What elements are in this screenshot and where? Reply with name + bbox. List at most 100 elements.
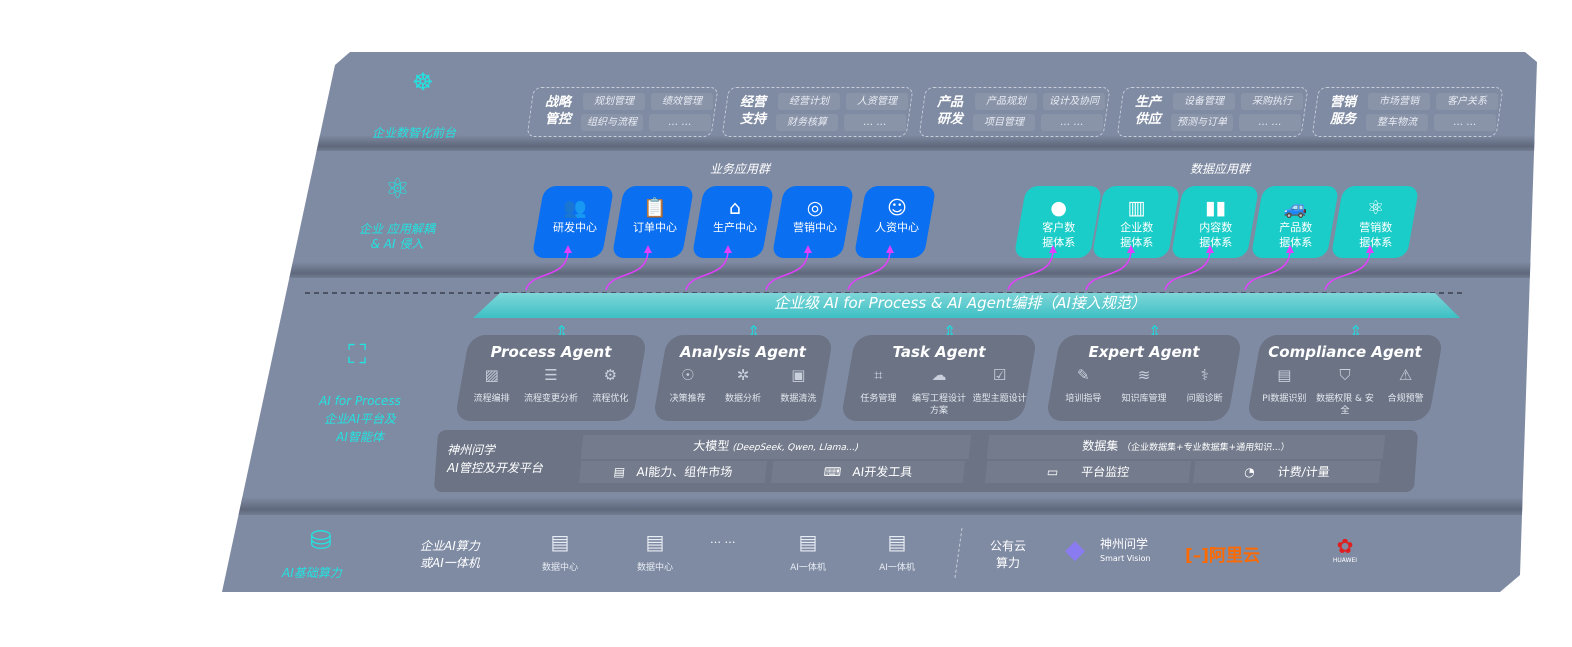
agent-capability[interactable]: ☁ 编写工程设计方案: [909, 366, 969, 417]
server-label: 数据中心: [636, 563, 673, 573]
agent-capability[interactable]: ☑ 造型主题设计: [970, 366, 1030, 405]
checklist-clock-icon: ☑: [992, 366, 1007, 384]
layer-divider: [222, 497, 1537, 515]
layer-divider: [222, 135, 1537, 151]
agent-card[interactable]: Compliance Agent ▤ PI数据识别 ⛉ 数据权限 & 安全 ⚠ 合规预警: [1246, 335, 1444, 421]
capability-label: 流程变更分析: [523, 394, 578, 404]
face-scan-icon: ⛶: [348, 340, 367, 370]
agent-capability[interactable]: ⚙ 流程优化: [580, 366, 640, 405]
label-line: 企业AI算力: [420, 539, 480, 553]
orchestration-title: 企业级 AI for Process & AI Agent编排（AI接入规范）: [774, 294, 1146, 312]
market-label: AI能力、组件市场: [635, 465, 734, 479]
server-icon: ▤: [550, 530, 570, 554]
capability-label: 造型主题设计: [972, 394, 1027, 404]
agent-card[interactable]: Expert Agent ✎ 培训指导 ≋ 知识库管理 ⚕ 问题诊断: [1045, 335, 1243, 421]
layer-label-apps: 企业 应用解耦 & AI 侵入: [352, 222, 442, 252]
optimize-icon: ⚙: [603, 366, 618, 384]
arrow-head: [644, 245, 652, 253]
ellipsis: … …: [710, 533, 736, 546]
agent-capability[interactable]: ⛉ 数据权限 & 安全: [1315, 366, 1375, 417]
monitor-label: 平台监控: [1080, 465, 1130, 479]
agent-inner: Expert Agent ✎ 培训指导 ≋ 知识库管理 ⚕ 问题诊断: [1053, 335, 1235, 421]
agent-card[interactable]: Process Agent ▨ 流程编排 ☰ 流程变更分析 ⚙ 流程优化: [454, 335, 648, 421]
server-label: 数据中心: [541, 563, 578, 573]
arrow-head: [564, 245, 572, 253]
capability-label: 流程编排: [473, 394, 510, 404]
cloud-icon: ☁: [931, 366, 947, 384]
agent-capability[interactable]: ✎ 培训指导: [1053, 366, 1113, 405]
agent-capability[interactable]: ⚕ 问题诊断: [1175, 366, 1235, 405]
aliyun-logo: [–]阿里云: [1185, 541, 1260, 566]
arrow-head: [1127, 245, 1135, 253]
devtools-button[interactable]: ⌨ AI开发工具: [770, 461, 966, 483]
capability-label: 决策推荐: [669, 394, 706, 404]
agent-capability[interactable]: ⚠ 合规预警: [1376, 366, 1436, 405]
capability-label: 数据权限 & 安全: [1316, 394, 1374, 416]
server-item: ▤ 数据中心: [525, 530, 595, 573]
connector-arrow: [605, 249, 649, 291]
agent-capability[interactable]: ☰ 流程变更分析: [521, 366, 581, 405]
llm-label: 大模型: [692, 439, 731, 453]
agent-inner: Task Agent ⌗ 任务管理 ☁ 编写工程设计方案 ☑ 造型主题设计: [848, 335, 1030, 421]
connector-arrow: [1085, 249, 1132, 291]
arrow-head: [724, 245, 732, 253]
platform-name: 神州问学 AI管控及开发平台: [447, 441, 543, 477]
orchestration-band: [473, 293, 1460, 318]
agent-card[interactable]: Task Agent ⌗ 任务管理 ☁ 编写工程设计方案 ☑ 造型主题设计: [840, 335, 1038, 421]
agent-capability[interactable]: ☉ 决策推荐: [658, 366, 718, 405]
billing-button[interactable]: ◔ 计费/计量: [1192, 461, 1382, 483]
llm-bar: 大模型 (DeepSeek, Qwen, Llama...): [580, 435, 972, 459]
code-icon: ⌨: [822, 465, 842, 479]
agent-inner: Process Agent ▨ 流程编排 ☰ 流程变更分析 ⚙ 流程优化: [462, 335, 640, 421]
server-item: ▤ AI一体机: [773, 530, 843, 573]
dataset-bar: 数据集 （企业数据集+专业数据集+通用知识...）: [986, 435, 1386, 459]
market-icon: ▤: [612, 465, 626, 479]
server-item: ▤ AI一体机: [862, 530, 932, 573]
arrow-head: [1286, 245, 1294, 253]
server-item: ▤ 数据中心: [620, 530, 690, 573]
capability-label: 知识库管理: [1121, 394, 1167, 404]
agent-inner: Analysis Agent ☉ 决策推荐 ✲ 数据分析 ▣ 数据清洗: [660, 335, 826, 421]
agent-capability[interactable]: ≋ 知识库管理: [1114, 366, 1174, 405]
dataset-label: 数据集: [1081, 439, 1120, 453]
agent-card[interactable]: Analysis Agent ☉ 决策推荐 ✲ 数据分析 ▣ 数据清洗: [652, 335, 834, 421]
label-line: 或AI一体机: [420, 556, 480, 570]
database-icon: ⛁: [310, 526, 332, 556]
connector-arrow: [525, 249, 569, 291]
layer-label-process: AI for Process 企业AI平台及 AI智能体: [305, 392, 415, 446]
list-icon: ☰: [544, 366, 558, 384]
agent-capability[interactable]: ✲ 数据分析: [713, 366, 773, 405]
data-apps-title: 数据应用群: [1189, 162, 1250, 176]
head-icon: ☉: [680, 366, 695, 384]
logo-text: 阿里云: [1209, 546, 1261, 566]
brain-icon: ☸: [412, 68, 434, 96]
arrow-head: [1206, 245, 1214, 253]
aliyun-icon: [–]: [1185, 546, 1210, 566]
shenzhou-logo: 神州问学 Smart Vision: [1100, 538, 1151, 565]
business-apps-title: 业务应用群: [709, 162, 770, 176]
gauge-icon: ◔: [1243, 465, 1256, 479]
llm-note: (DeepSeek, Qwen, Llama...): [732, 443, 860, 453]
market-button[interactable]: ▤ AI能力、组件市场: [578, 461, 768, 483]
label-line: 神州问学: [447, 443, 496, 457]
label-line: AI管控及开发平台: [447, 461, 543, 475]
monitor-button[interactable]: ▭ 平台监控: [984, 461, 1192, 483]
capability-label: 问题诊断: [1186, 394, 1223, 404]
capability-label: 数据分析: [724, 394, 761, 404]
layers-icon: ≋: [1137, 366, 1151, 384]
agent-capability[interactable]: ▨ 流程编排: [462, 366, 522, 405]
huawei-petal-icon: ✿: [1336, 534, 1354, 558]
clean-icon: ▣: [791, 366, 806, 384]
server-label: AI一体机: [879, 563, 915, 573]
server-icon: ▤: [887, 530, 907, 554]
server-icon: ▤: [645, 530, 665, 554]
agent-capability[interactable]: ⌗ 任务管理: [848, 366, 908, 405]
agent-capability[interactable]: ▤ PI数据识别: [1254, 366, 1314, 405]
diagnose-icon: ⚕: [1200, 366, 1209, 384]
connector-arrow: [765, 249, 809, 291]
logo-text: HUAWEI: [1332, 557, 1358, 564]
agent-capability[interactable]: ▣ 数据清洗: [768, 366, 828, 405]
label-line: 企业 应用解耦: [359, 222, 435, 236]
agent-title: Task Agent: [892, 343, 986, 361]
